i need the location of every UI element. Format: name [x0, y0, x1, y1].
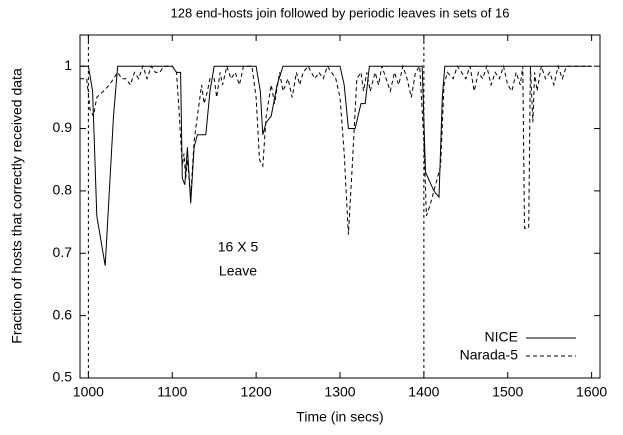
series-line	[80, 65, 592, 266]
x-axis-label: Time (in secs)	[296, 409, 383, 425]
plot-frame	[79, 34, 601, 379]
x-tick-label: 1200	[241, 384, 272, 400]
y-tick-label: 0.8	[53, 182, 73, 198]
x-tick-label: 1000	[73, 384, 104, 400]
chart-title: 128 end-hosts join followed by periodic …	[171, 5, 510, 20]
y-tick-label: 0.6	[53, 306, 73, 322]
x-tick-label: 1300	[324, 384, 355, 400]
x-tick-label: 1100	[157, 384, 187, 400]
series-line	[80, 64, 592, 235]
x-tick-label: 1500	[492, 384, 523, 400]
y-tick-label: 1	[64, 57, 72, 73]
y-tick-label: 0.7	[53, 244, 73, 260]
y-tick-label: 0.5	[53, 369, 73, 385]
y-tick-label: 0.9	[53, 119, 73, 135]
x-tick-label: 1600	[576, 384, 607, 400]
legend-label: NICE	[485, 329, 518, 345]
annotation: 16 X 5	[218, 239, 259, 255]
x-tick-label: 1400	[408, 384, 439, 400]
legend-label: Narada-5	[460, 347, 519, 363]
y-axis-label: Fraction of hosts that correctly receive…	[9, 68, 25, 344]
annotation: Leave	[219, 263, 257, 279]
